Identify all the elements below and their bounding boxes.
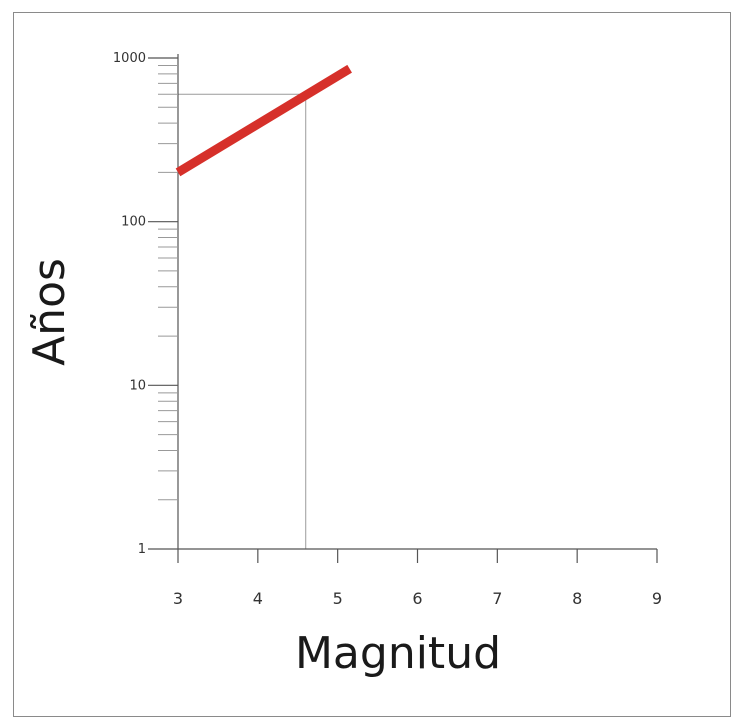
series-line <box>175 64 352 177</box>
reference-lines <box>178 93 307 549</box>
y-axis-title: Años <box>24 258 75 366</box>
series-group <box>175 64 352 177</box>
y-tick-label: 100 <box>121 215 146 230</box>
y-axis: 1 10 100 1000 <box>113 51 179 557</box>
x-axis-title: Magnitud <box>295 628 501 679</box>
x-tick-label: 9 <box>652 589 662 608</box>
y-tick-label: 1000 <box>113 51 146 66</box>
x-tick-label: 7 <box>492 589 502 608</box>
x-tick-label: 6 <box>412 589 422 608</box>
y-tick-label: 10 <box>129 378 146 393</box>
y-tick-label: 1 <box>138 542 146 557</box>
x-axis: 3 4 5 6 7 8 9 <box>173 548 662 608</box>
x-tick-label: 4 <box>253 589 263 608</box>
x-tick-label: 8 <box>572 589 582 608</box>
x-tick-label: 5 <box>333 589 343 608</box>
figure-frame <box>13 12 731 717</box>
x-tick-label: 3 <box>173 589 183 608</box>
